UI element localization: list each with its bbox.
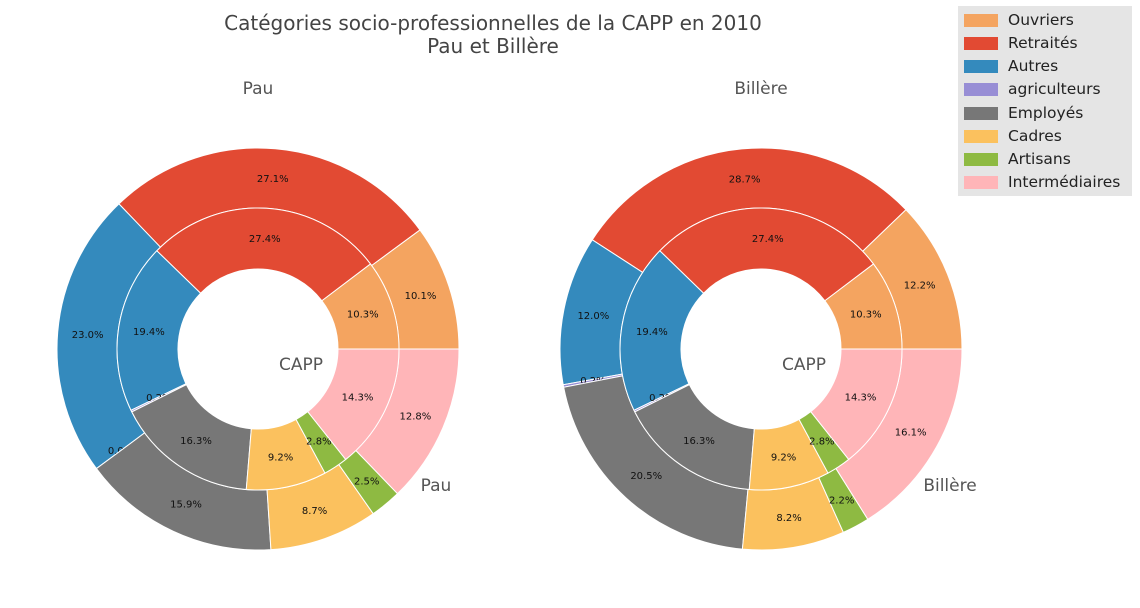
outer-ring-label-ouvriers: 10.1% <box>405 291 437 302</box>
inner-ring-label-cadres: 9.2% <box>268 453 293 464</box>
outer-ring-label-intermediaires: 12.8% <box>399 411 431 422</box>
outer-ring-label-artisans: 2.2% <box>829 495 854 506</box>
legend-swatch <box>964 129 998 143</box>
inner-ring-label-cadres: 9.2% <box>771 453 796 464</box>
inner-ring-label-employes: 16.3% <box>180 436 212 447</box>
legend-item-cadres: Cadres <box>964 126 1062 146</box>
donut-title-pau: Pau <box>243 79 274 99</box>
legend-item-retraites: Retraités <box>964 33 1078 53</box>
donut-chart-pau: 10.1%27.1%23.0%0.0%15.9%8.7%2.5%12.8%10.… <box>56 79 460 551</box>
inner-ring-label-intermediaires: 14.3% <box>342 393 374 404</box>
legend-label: Intermédiaires <box>1008 173 1121 191</box>
inner-ring-label-employes: 16.3% <box>683 436 715 447</box>
legend-swatch <box>964 36 998 50</box>
donut-center-label-pau: CAPP <box>279 355 323 375</box>
outer-ring-label-employes: 15.9% <box>170 500 202 511</box>
inner-ring-label-autres: 19.4% <box>133 327 165 338</box>
legend-swatch <box>964 82 998 96</box>
legend-item-autres: Autres <box>964 56 1058 76</box>
inner-ring-label-artisans: 2.8% <box>809 437 834 448</box>
inner-ring-label-ouvriers: 10.3% <box>850 309 882 320</box>
legend-item-employes: Employés <box>964 103 1083 123</box>
legend-label: Artisans <box>1008 150 1071 168</box>
chart-title: Catégories socio-professionnelles de la … <box>224 11 762 35</box>
legend-swatch <box>964 13 998 27</box>
outer-ring-label-artisans: 2.5% <box>354 477 379 488</box>
outer-ring-label-employes: 20.5% <box>630 471 662 482</box>
inner-ring-label-intermediaires: 14.3% <box>845 393 877 404</box>
outer-ring-label-autres: 23.0% <box>72 330 104 341</box>
inner-ring-label-artisans: 2.8% <box>306 437 331 448</box>
legend-label: Autres <box>1008 57 1059 75</box>
legend-item-intermediaires: Intermédiaires <box>964 172 1120 192</box>
legend-label: agriculteurs <box>1008 80 1101 98</box>
inner-ring-label-autres: 19.4% <box>636 327 668 338</box>
legend-label: Employés <box>1008 104 1084 122</box>
legend-swatch <box>964 106 998 120</box>
legend-label: Cadres <box>1008 127 1062 145</box>
legend-swatch <box>964 59 998 73</box>
legend-swatch <box>964 152 998 166</box>
donut-center-label-billere: CAPP <box>782 355 826 375</box>
outer-ring-label-retraites: 27.1% <box>257 174 289 185</box>
inner-ring-slice-intermediaires <box>307 348 400 461</box>
legend-label: Ouvriers <box>1008 11 1074 29</box>
outer-ring-label-cadres: 8.7% <box>302 506 327 517</box>
outer-ring-label-autres: 12.0% <box>577 311 609 322</box>
outer-ring-label-ouvriers: 12.2% <box>904 281 936 292</box>
legend: Ouvriers Retraités Autres agriculteurs E… <box>958 6 1132 196</box>
legend-label: Retraités <box>1008 34 1078 52</box>
inner-ring-slice-intermediaires <box>810 348 903 461</box>
donut-chart-billere: 12.2%28.7%12.0%0.2%20.5%8.2%2.2%16.1%10.… <box>559 79 977 551</box>
inner-ring-slice-retraites <box>156 207 372 302</box>
legend-swatch <box>964 175 998 189</box>
outer-ring-label-retraites: 28.7% <box>729 174 761 185</box>
inner-ring-label-retraites: 27.4% <box>752 234 784 245</box>
donut-outer-label-pau: Pau <box>421 476 452 496</box>
outer-ring-label-intermediaires: 16.1% <box>895 427 927 438</box>
inner-ring-slice-retraites <box>659 207 875 302</box>
inner-ring-label-ouvriers: 10.3% <box>347 309 379 320</box>
outer-ring-label-cadres: 8.2% <box>776 513 801 524</box>
legend-item-artisans: Artisans <box>964 149 1071 169</box>
inner-ring-label-retraites: 27.4% <box>249 234 281 245</box>
legend-item-agriculteurs: agriculteurs <box>964 79 1101 99</box>
chart-subtitle: Pau et Billère <box>427 34 559 58</box>
donut-outer-label-billere: Billère <box>923 476 976 496</box>
legend-item-ouvriers: Ouvriers <box>964 10 1074 30</box>
donut-title-billere: Billère <box>734 79 787 99</box>
